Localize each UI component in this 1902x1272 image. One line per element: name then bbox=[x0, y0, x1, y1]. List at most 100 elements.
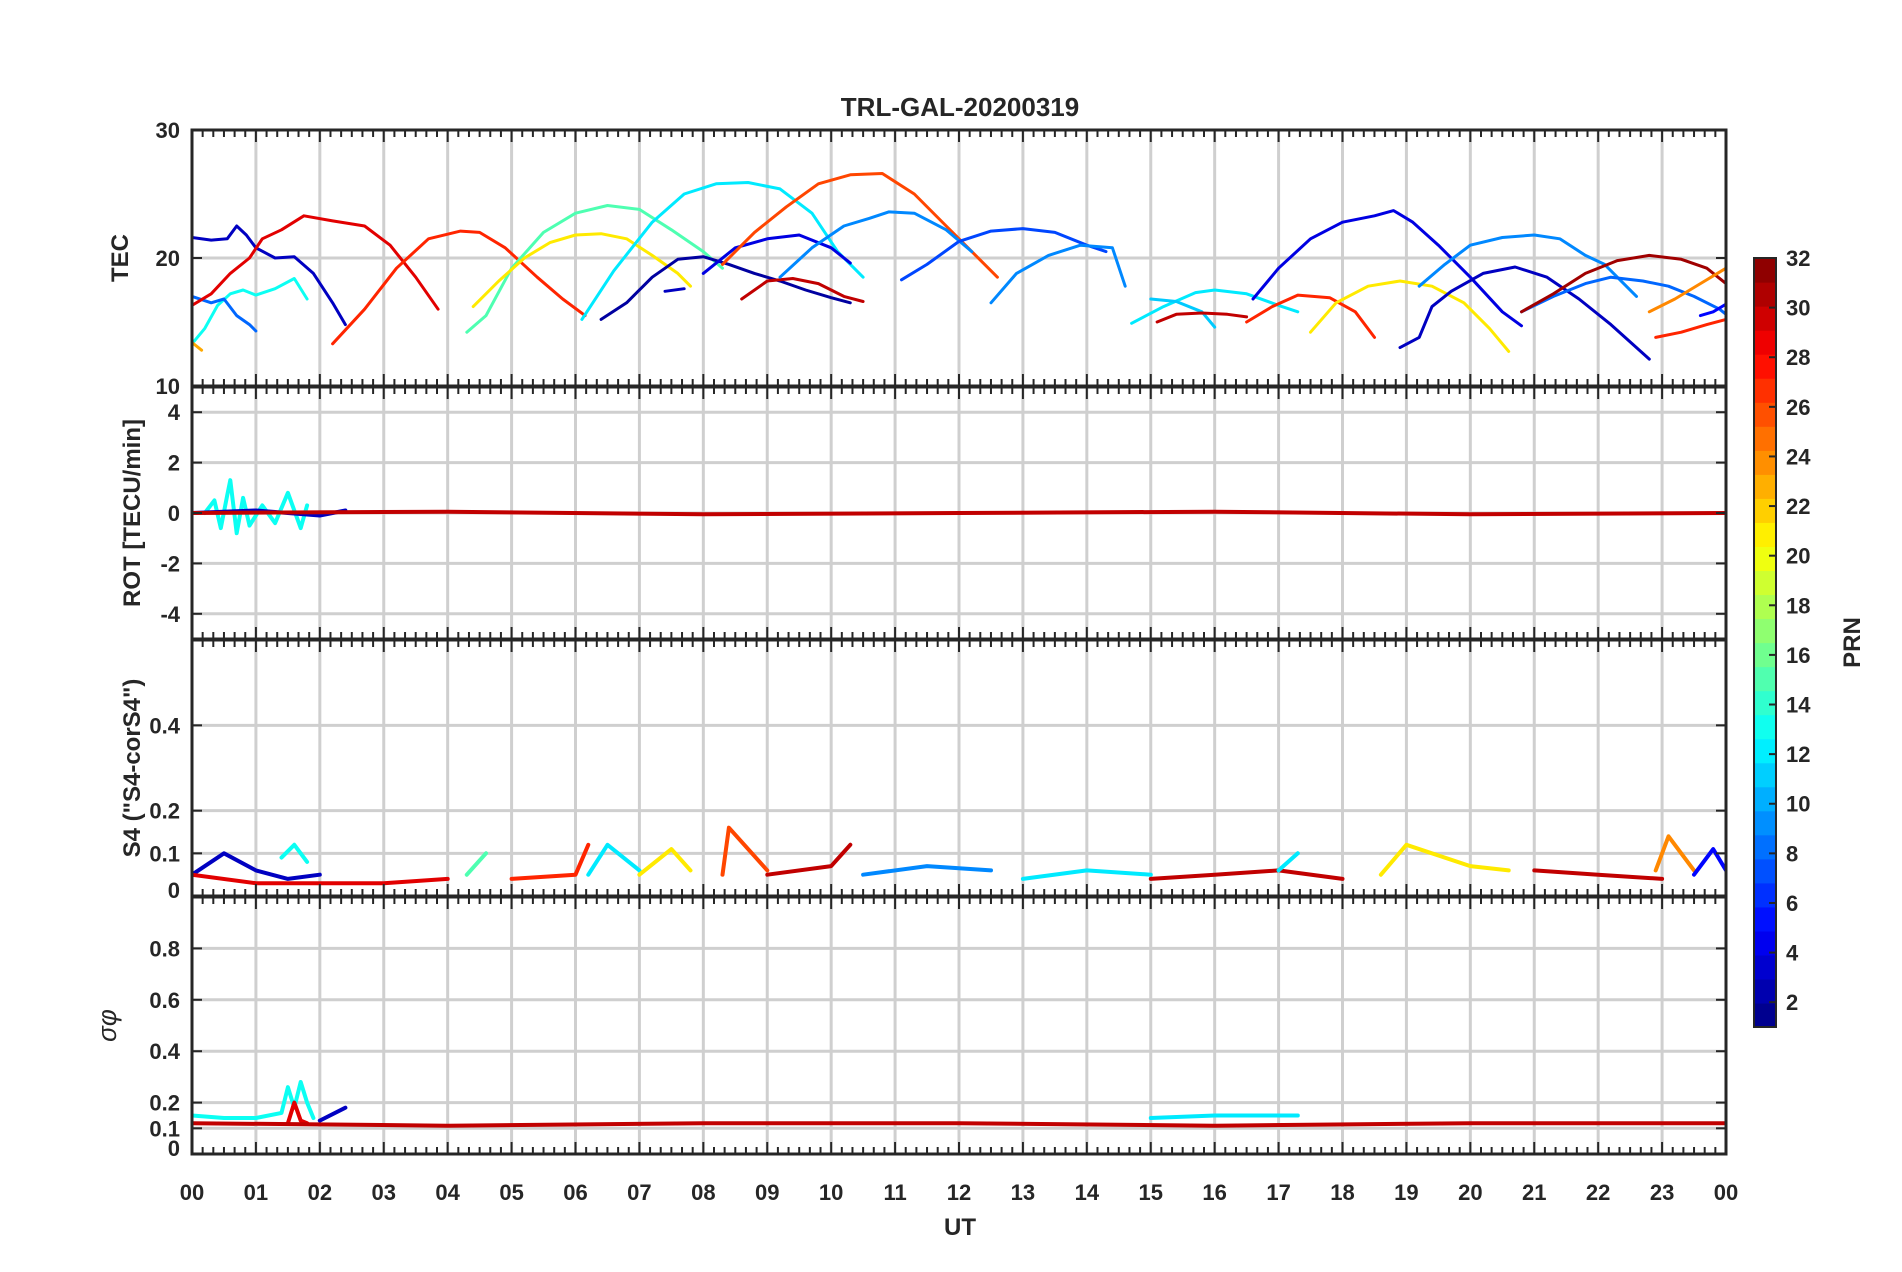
colorbar-tick-label: 6 bbox=[1786, 891, 1798, 916]
series-line-prn-4 bbox=[1251, 209, 1523, 328]
series-line-prn-8 bbox=[1520, 275, 1726, 316]
x-tick-label: 14 bbox=[1075, 1180, 1100, 1205]
series-line-prn-3 bbox=[317, 1105, 348, 1123]
y-tick-label: 4 bbox=[168, 400, 181, 425]
colorbar-tick-label: 2 bbox=[1786, 990, 1798, 1015]
series-line-prn-13 bbox=[279, 842, 310, 864]
series-line-prn-3 bbox=[663, 287, 686, 293]
colorbar-segment bbox=[1754, 618, 1776, 644]
colorbar-segment bbox=[1754, 714, 1776, 740]
y-tick-label: 0.2 bbox=[149, 799, 180, 824]
colorbar-frame bbox=[1753, 257, 1777, 1028]
colorbar-tick-label: 12 bbox=[1786, 742, 1810, 767]
series-line-prn-30 bbox=[765, 842, 853, 877]
panel-tec: 10 20 30 TEC bbox=[107, 118, 1728, 399]
colorbar-segment bbox=[1754, 978, 1776, 1004]
colorbar-segment bbox=[1754, 258, 1776, 283]
series-group bbox=[192, 825, 1726, 886]
y-tick-label: 20 bbox=[156, 246, 180, 271]
x-tick-label: 22 bbox=[1586, 1180, 1610, 1205]
series-line-prn-7 bbox=[900, 227, 1108, 282]
series-group bbox=[192, 1080, 1726, 1128]
colorbar-segment bbox=[1754, 666, 1776, 692]
colorbar-segment bbox=[1754, 450, 1776, 475]
colorbar-tick-label: 28 bbox=[1786, 345, 1810, 370]
y-tick-label: 30 bbox=[156, 118, 180, 143]
series-line-prn-3 bbox=[192, 851, 322, 881]
colorbar-tick-label: 14 bbox=[1786, 693, 1811, 718]
colorbar-tick-label: 30 bbox=[1786, 296, 1810, 321]
series-line-prn-29 bbox=[192, 872, 450, 886]
gridlines bbox=[192, 640, 1726, 896]
colorbar-tick-label: 4 bbox=[1786, 941, 1799, 966]
series-line-prn-13 bbox=[192, 277, 309, 346]
x-tick-label: 15 bbox=[1139, 1180, 1163, 1205]
y-tick-label: 0.1 bbox=[149, 841, 180, 866]
panel-rot: -4 -2 0 2 4 ROT [TECU/min] bbox=[119, 385, 1728, 641]
colorbar-tick-label: 20 bbox=[1786, 544, 1810, 569]
x-tick-labels: 00 01 02 03 04 05 06 07 08 09 10 11 12 13 14 15 16 17 18 19… bbox=[180, 1180, 1738, 1205]
colorbar-segment bbox=[1754, 570, 1776, 596]
y-tick-label: 0.8 bbox=[149, 936, 180, 961]
series-line-prn-15 bbox=[464, 851, 488, 877]
colorbar-segment bbox=[1754, 378, 1776, 403]
colorbar-tick-label: 10 bbox=[1786, 792, 1810, 817]
y-tick-label: 0.2 bbox=[149, 1091, 180, 1116]
panel-s4: 0 0.1 0.2 0.4S4 ("S4-corS4") bbox=[119, 638, 1728, 903]
colorbar-segment bbox=[1754, 354, 1776, 379]
x-tick-label: 10 bbox=[819, 1180, 843, 1205]
y-tick-label: 0.1 bbox=[149, 1116, 180, 1141]
colorbar-segment bbox=[1754, 810, 1776, 836]
x-tick-label: 06 bbox=[563, 1180, 587, 1205]
series-line-prn-2 bbox=[599, 255, 852, 321]
colorbar-segment bbox=[1754, 1002, 1776, 1028]
series-line-prn-30 bbox=[192, 509, 1726, 517]
series-group bbox=[192, 172, 1726, 361]
colorbar-segment bbox=[1754, 642, 1776, 668]
colorbar-tick-label: 22 bbox=[1786, 494, 1810, 519]
colorbar-tick-label: 8 bbox=[1786, 841, 1798, 866]
x-tick-label: 13 bbox=[1011, 1180, 1035, 1205]
series-line-prn-29 bbox=[192, 214, 440, 311]
series-line-prn-21 bbox=[637, 847, 693, 877]
series-line-prn-30 bbox=[1532, 868, 1665, 881]
colorbar-segment bbox=[1754, 498, 1776, 523]
x-tick-label: 04 bbox=[435, 1180, 460, 1205]
gridlines bbox=[192, 130, 1726, 386]
y-axis-label-s4: S4 ("S4-corS4") bbox=[119, 679, 146, 858]
series-line-prn-12 bbox=[1020, 868, 1153, 881]
x-tick-label: 09 bbox=[755, 1180, 779, 1205]
colorbar-tick-label: 16 bbox=[1786, 643, 1810, 668]
series-line-prn-31 bbox=[1520, 253, 1726, 314]
y-axis-label-sigma: σφ bbox=[92, 1009, 122, 1042]
x-tick-label: 23 bbox=[1650, 1180, 1674, 1205]
x-tick-label: 21 bbox=[1522, 1180, 1546, 1205]
series-line-prn-27 bbox=[331, 229, 587, 346]
colorbar-segment bbox=[1754, 690, 1776, 716]
series-line-prn-9 bbox=[861, 864, 993, 877]
y-tick-label: 0 bbox=[168, 501, 180, 526]
series-line-prn-23 bbox=[192, 341, 204, 352]
y-tick-label: 10 bbox=[156, 374, 180, 399]
series-group bbox=[192, 478, 1726, 536]
series-line-prn-21 bbox=[1309, 279, 1511, 353]
colorbar-tick-label: 32 bbox=[1786, 246, 1810, 271]
series-line-prn-24 bbox=[1653, 834, 1696, 873]
colorbar-segment bbox=[1754, 594, 1776, 620]
series-line-prn-30 bbox=[1155, 311, 1249, 324]
y-tick-label: -4 bbox=[160, 602, 180, 627]
x-tick-label: 11 bbox=[883, 1180, 906, 1205]
x-tick-label: 17 bbox=[1266, 1180, 1290, 1205]
series-line-prn-27 bbox=[509, 842, 591, 881]
y-tick-label: 0.6 bbox=[149, 988, 180, 1013]
x-tick-label: 02 bbox=[308, 1180, 332, 1205]
gridlines bbox=[192, 897, 1726, 1154]
y-tick-label: 0 bbox=[168, 878, 180, 903]
y-tick-label: -2 bbox=[160, 551, 180, 576]
series-line-prn-12 bbox=[586, 842, 642, 877]
colorbar-segment bbox=[1754, 426, 1776, 451]
colorbar-tick-label: 24 bbox=[1786, 444, 1811, 469]
